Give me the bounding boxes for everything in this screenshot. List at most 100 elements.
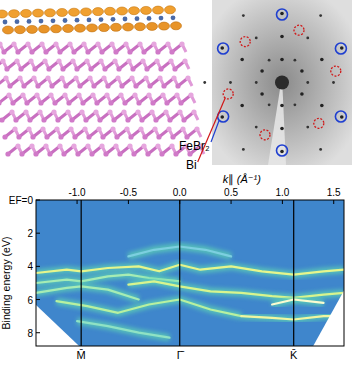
layer-label: Bi — [186, 158, 197, 172]
br-atom — [33, 9, 44, 17]
leed-spot — [280, 104, 284, 108]
bi-atom — [140, 58, 145, 63]
y-tick-label: EF=0 — [9, 195, 34, 206]
x-tick — [128, 200, 129, 204]
leed-spot — [229, 81, 232, 84]
bi-atom — [147, 83, 152, 88]
br-atom — [0, 10, 8, 18]
bi-atom — [165, 41, 170, 46]
band-line — [57, 300, 242, 317]
band-line — [272, 300, 323, 305]
bi-atom — [0, 117, 5, 122]
leed-spot — [340, 46, 344, 50]
fe-atom — [147, 16, 152, 21]
bi-atom — [85, 143, 90, 148]
bi-atom — [170, 134, 175, 139]
plot-frame — [36, 200, 344, 346]
bi-atom — [145, 151, 150, 156]
bi-atom — [121, 109, 126, 114]
band-glow — [36, 265, 344, 275]
bi-atom — [9, 109, 14, 114]
bi-atom — [174, 92, 179, 97]
bi-atom — [179, 41, 184, 46]
bi-atom — [163, 109, 168, 114]
bi-atom — [98, 58, 103, 63]
leed-spot — [242, 14, 245, 17]
bi-atom — [0, 41, 3, 46]
bi-atom — [75, 151, 80, 156]
y-tick-label: 4 — [27, 261, 33, 272]
bi-atom — [94, 100, 99, 105]
bi-atom — [4, 66, 9, 71]
leed-spot — [306, 36, 309, 39]
bi-atom — [80, 100, 85, 105]
fe-atom — [51, 18, 56, 23]
bi-atom — [44, 134, 49, 139]
leed-marker-red — [240, 37, 250, 47]
bi-atom — [11, 41, 16, 46]
bi-atom — [188, 92, 193, 97]
br-atom — [81, 8, 92, 16]
band-line — [36, 265, 344, 275]
leed-spot — [255, 126, 258, 129]
bi-atom — [70, 58, 75, 63]
bi-atom — [20, 92, 25, 97]
bi-atom — [130, 66, 135, 71]
bi-atom — [61, 151, 66, 156]
bi-atom — [154, 58, 159, 63]
leed-spot — [240, 58, 244, 62]
y-tick-label: 2 — [27, 228, 33, 239]
bi-atom — [42, 58, 47, 63]
bi-atom — [143, 75, 148, 80]
bi-atom — [79, 109, 84, 114]
fe-atom — [39, 19, 44, 24]
br-atom — [57, 9, 68, 17]
leed-spot — [306, 81, 309, 84]
br-atom — [27, 25, 38, 33]
bi-atom — [7, 83, 12, 88]
y-tick — [36, 233, 40, 234]
bi-atom — [29, 49, 34, 54]
fe-atom — [135, 16, 140, 21]
bi-atom — [52, 100, 57, 105]
bi-atom — [90, 92, 95, 97]
bi-atom — [5, 151, 10, 156]
band-glow — [57, 300, 242, 317]
bi-atom — [91, 83, 96, 88]
bi-atom — [164, 100, 169, 105]
bi-atom — [0, 58, 5, 63]
bi-atom — [83, 117, 88, 122]
bi-atom — [56, 58, 61, 63]
leed-marker-red — [314, 118, 324, 128]
bi-atom — [81, 41, 86, 46]
bi-atom — [104, 92, 109, 97]
bi-atom — [110, 126, 115, 131]
bi-atom — [166, 126, 171, 131]
bi-atom — [89, 151, 94, 156]
br-atom — [15, 26, 26, 34]
bi-atom — [101, 75, 106, 80]
bi-atom — [155, 49, 160, 54]
br-atom — [51, 25, 62, 33]
leed-spot — [300, 92, 304, 96]
plot-area — [36, 200, 344, 346]
bi-atom — [157, 75, 162, 80]
bi-atom — [15, 143, 20, 148]
bi-atom — [27, 117, 32, 122]
bi-atom — [38, 100, 43, 105]
pointer-line — [198, 98, 226, 162]
fe-atom — [87, 18, 92, 23]
bi-atom — [175, 83, 180, 88]
bi-atom — [57, 49, 62, 54]
bi-atom — [3, 75, 8, 80]
no-data-region — [313, 291, 344, 346]
bi-atom — [69, 117, 74, 122]
leed-spot — [293, 103, 296, 106]
bi-atom — [67, 41, 72, 46]
bi-atom — [99, 143, 104, 148]
bi-atom — [82, 126, 87, 131]
bi-atom — [40, 126, 45, 131]
center-spot — [275, 76, 289, 90]
bi-atom — [118, 92, 123, 97]
bi-atom — [47, 151, 52, 156]
